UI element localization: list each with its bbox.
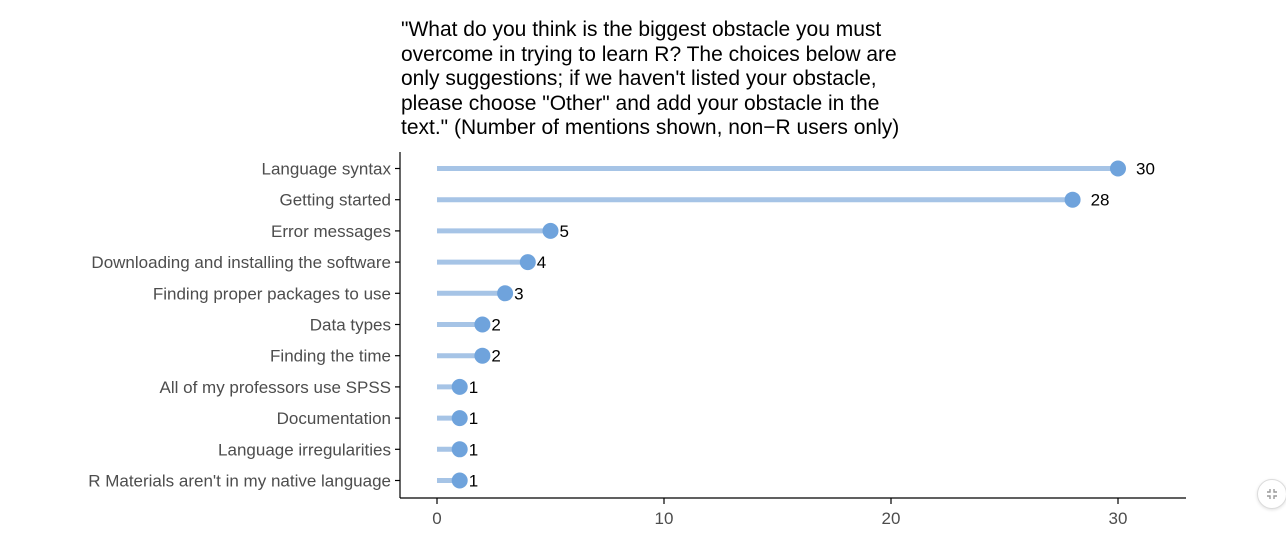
category-label: Documentation bbox=[277, 409, 391, 428]
data-point bbox=[451, 378, 468, 395]
value-label: 1 bbox=[469, 378, 478, 397]
value-label: 1 bbox=[469, 440, 478, 459]
expand-button[interactable] bbox=[1257, 479, 1286, 509]
value-label: 5 bbox=[560, 222, 569, 241]
data-point bbox=[497, 285, 514, 302]
category-label: R Materials aren't in my native language bbox=[88, 472, 391, 491]
data-point bbox=[542, 222, 559, 239]
category-label: Language irregularities bbox=[218, 440, 391, 459]
data-point bbox=[1064, 191, 1081, 208]
data-point bbox=[451, 441, 468, 458]
category-label: Getting started bbox=[279, 191, 391, 210]
category-label: Finding proper packages to use bbox=[153, 284, 391, 303]
x-tick-label: 20 bbox=[882, 509, 901, 528]
data-point bbox=[519, 254, 536, 271]
x-tick-label: 0 bbox=[432, 509, 441, 528]
category-label: Downloading and installing the software bbox=[91, 253, 391, 272]
category-label: All of my professors use SPSS bbox=[160, 378, 391, 397]
data-point bbox=[451, 410, 468, 427]
value-label: 3 bbox=[514, 284, 523, 303]
collapse-arrows-icon bbox=[1267, 489, 1277, 499]
data-point bbox=[474, 347, 491, 364]
value-label: 2 bbox=[491, 347, 500, 366]
category-label: Finding the time bbox=[270, 347, 391, 366]
chart-title: "What do you think is the biggest obstac… bbox=[401, 18, 900, 140]
category-label: Language syntax bbox=[262, 160, 392, 179]
value-label: 1 bbox=[469, 472, 478, 491]
data-point bbox=[474, 316, 491, 333]
x-tick-label: 10 bbox=[655, 509, 674, 528]
value-label: 28 bbox=[1091, 191, 1110, 210]
data-point bbox=[1110, 160, 1126, 177]
category-label: Error messages bbox=[271, 222, 391, 241]
data-point bbox=[451, 472, 468, 489]
x-axis: 0 10 20 30 bbox=[400, 497, 1186, 528]
value-label: 1 bbox=[469, 409, 478, 428]
x-tick-label: 30 bbox=[1109, 509, 1128, 528]
bars-layer bbox=[437, 166, 1118, 483]
value-label: 4 bbox=[537, 253, 546, 272]
y-axis: Language syntax Getting started Error mess… bbox=[88, 152, 401, 498]
category-label: Data types bbox=[310, 316, 391, 335]
points-layer bbox=[451, 160, 1126, 489]
value-label: 2 bbox=[491, 316, 500, 335]
value-label: 30 bbox=[1136, 160, 1155, 179]
